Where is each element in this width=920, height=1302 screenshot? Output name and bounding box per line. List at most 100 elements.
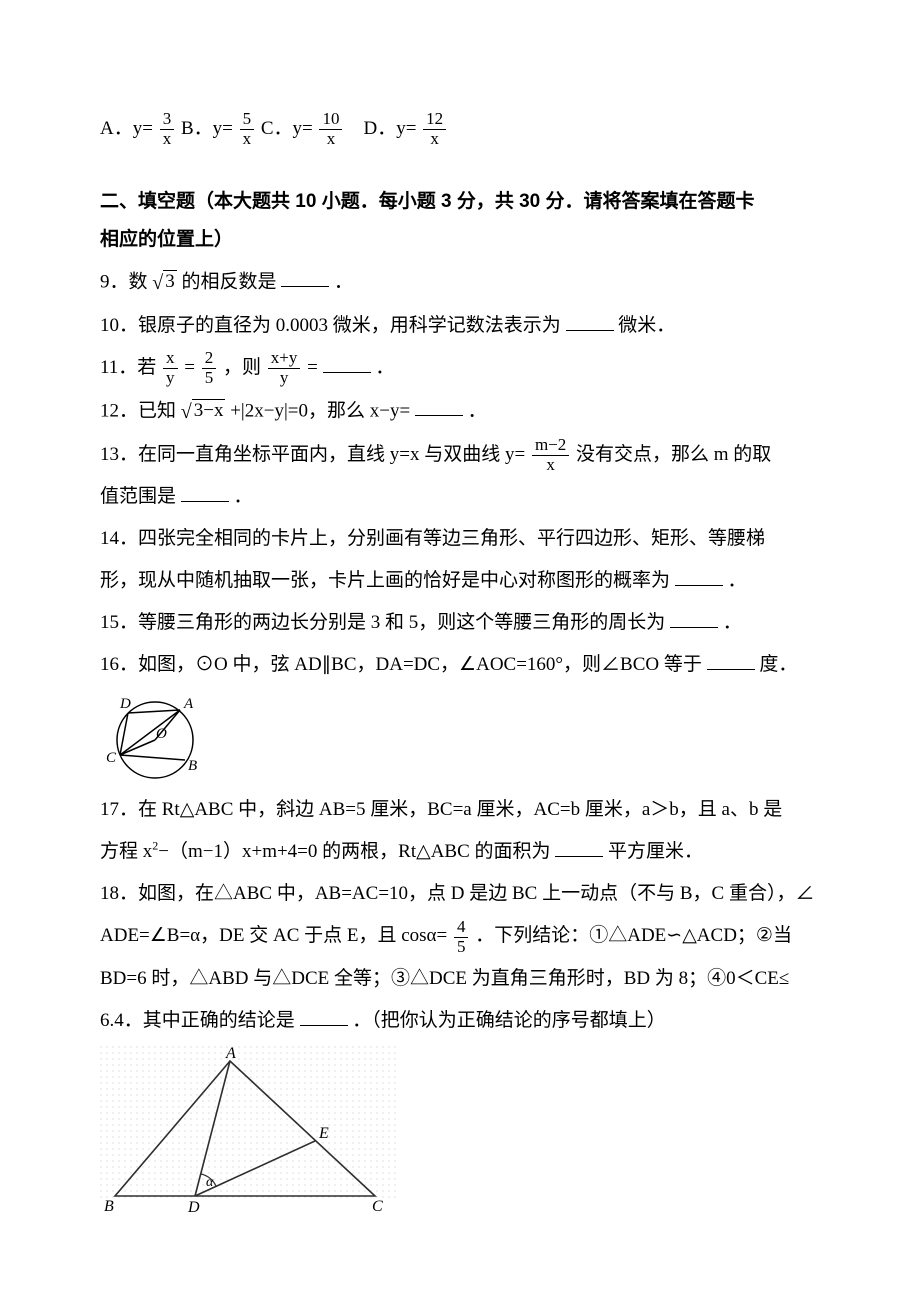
- q18-b: ADE=∠B=α，DE 交 AC 于点 E，且 cosα=: [100, 925, 447, 946]
- frac-num: 4: [454, 918, 469, 938]
- q11: 11．若 x y = 2 5 ，则 x+y y = ．: [100, 349, 820, 388]
- frac-den: x: [319, 130, 342, 149]
- sqrt-icon: √3−x: [181, 392, 226, 432]
- frac-den: x: [423, 130, 446, 149]
- label-c: C: [372, 1198, 383, 1215]
- q18-figure: A B C D E α: [100, 1046, 820, 1216]
- q18-frac: 4 5: [454, 918, 469, 956]
- q14-l1: 14．四张完全相同的卡片上，分别画有等边三角形、平行四边形、矩形、等腰梯: [100, 520, 820, 558]
- frac-den: y: [163, 369, 178, 388]
- q8-optB-prefix: B．y=: [181, 118, 233, 139]
- radical-symbol: √: [152, 263, 163, 303]
- q8-optA-prefix: A．y=: [100, 118, 153, 139]
- q17-a: 17．在 Rt△ABC 中，斜边 AB=5 厘米，BC=a 厘米，AC=b 厘米…: [100, 799, 782, 820]
- q16-b: 度．: [759, 654, 797, 675]
- frac-num: m−2: [532, 436, 569, 456]
- q10: 10．银原子的直径为 0.0003 微米，用科学记数法表示为 微米．: [100, 307, 820, 345]
- frac-num: 2: [202, 349, 217, 369]
- q11-frac2: 2 5: [202, 349, 217, 387]
- q11-eq: =: [184, 357, 195, 378]
- label-a: A: [225, 1046, 236, 1062]
- frac-num: 10: [319, 110, 342, 130]
- label-b: B: [188, 758, 197, 774]
- blank: [566, 312, 614, 331]
- label-d: D: [119, 696, 131, 712]
- q18-l1: 18．如图，在△ABC 中，AB=AC=10，点 D 是边 BC 上一动点（不与…: [100, 875, 820, 913]
- blank: [415, 397, 463, 416]
- q13-a: 13．在同一直角坐标平面内，直线 y=x 与双曲线 y=: [100, 444, 525, 465]
- q18-a: 18．如图，在△ABC 中，AB=AC=10，点 D 是边 BC 上一动点（不与…: [100, 883, 814, 904]
- q11-frac3: x+y y: [268, 349, 301, 387]
- frac-den: 5: [202, 369, 217, 388]
- blank: [670, 609, 718, 628]
- q13-d: ．: [234, 486, 253, 507]
- label-o: O: [156, 726, 167, 742]
- chord-cb: [120, 755, 185, 760]
- q18-l4: 6.4．其中正确的结论是 ．（把你认为正确结论的序号都填上）: [100, 1002, 820, 1040]
- q13-frac: m−2 x: [532, 436, 569, 474]
- frac-den: x: [160, 130, 175, 149]
- q18-d: BD=6 时，△ABD 与△DCE 全等；③△DCE 为直角三角形时，BD 为 …: [100, 968, 789, 989]
- q11-end: ．: [375, 357, 394, 378]
- frac-den: x: [240, 130, 255, 149]
- q11-frac1: x y: [163, 349, 178, 387]
- section2-title-l1: 二、填空题（本大题共 10 小题．每小题 3 分，共 30 分．请将答案填在答题…: [100, 183, 820, 221]
- sqrt-icon: √3: [152, 263, 176, 303]
- q13-b: 没有交点，那么 m 的取: [576, 444, 771, 465]
- q8-optD-frac: 12 x: [423, 110, 446, 148]
- q18-c: ．下列结论：①△ADE∽△ACD；②当: [475, 925, 792, 946]
- blank: [181, 483, 229, 502]
- q10-b: 微米．: [618, 315, 675, 336]
- q17-c: −（m−1）x+m+4=0 的两根，Rt△ABC 的面积为: [158, 841, 550, 862]
- frac-num: x+y: [268, 349, 301, 369]
- label-b: B: [104, 1198, 114, 1215]
- frac-den: 5: [454, 938, 469, 957]
- q15-a: 15．等腰三角形的两边长分别是 3 和 5，则这个等腰三角形的周长为: [100, 612, 665, 633]
- blank: [323, 354, 371, 373]
- q8-optD-prefix: D．y=: [363, 118, 416, 139]
- q18-e: 6.4．其中正确的结论是: [100, 1010, 295, 1031]
- frac-num: 3: [160, 110, 175, 130]
- section2-title: 二、填空题（本大题共 10 小题．每小题 3 分，共 30 分．请将答案填在答题…: [100, 183, 820, 259]
- q17-b: 方程 x: [100, 841, 152, 862]
- q18-l2: ADE=∠B=α，DE 交 AC 于点 E，且 cosα= 4 5 ．下列结论：…: [100, 917, 820, 956]
- blank: [707, 651, 755, 670]
- q15-b: ．: [723, 612, 742, 633]
- frac-num: 12: [423, 110, 446, 130]
- q13-c: 值范围是: [100, 486, 176, 507]
- q9-a: 9．数: [100, 271, 148, 292]
- q8-optC-frac: 10 x: [319, 110, 342, 148]
- frac-num: x: [163, 349, 178, 369]
- frac-num: 5: [240, 110, 255, 130]
- q12-plus: +|2x−y|=0，那么 x−y=: [230, 400, 410, 421]
- label-a: A: [183, 696, 194, 712]
- radicand: 3: [163, 270, 177, 294]
- q13-l1: 13．在同一直角坐标平面内，直线 y=x 与双曲线 y= m−2 x 没有交点，…: [100, 436, 820, 475]
- section2-title-l2: 相应的位置上）: [100, 221, 820, 259]
- q16: 16．如图，⊙O 中，弦 AD∥BC，DA=DC，∠AOC=160°，则∠BCO…: [100, 646, 820, 684]
- blank: [300, 1007, 348, 1026]
- q12-c: ．: [468, 400, 487, 421]
- q13-l2: 值范围是 ．: [100, 478, 820, 516]
- q14-l2: 形，现从中随机抽取一张，卡片上画的恰好是中心对称图形的概率为 ．: [100, 562, 820, 600]
- label-e: E: [318, 1125, 329, 1142]
- q16-figure: D A O C B: [100, 690, 820, 785]
- radical-symbol: √: [181, 392, 192, 432]
- q11-comma: ，则: [223, 357, 261, 378]
- q11-eq2: =: [307, 357, 318, 378]
- label-d: D: [187, 1199, 200, 1216]
- q9-c: ．: [334, 271, 353, 292]
- q14-c: ．: [728, 570, 747, 591]
- q17-d: 平方厘米．: [608, 841, 703, 862]
- q18-f: ．（把你认为正确结论的序号都填上）: [352, 1010, 666, 1031]
- frac-den: x: [532, 456, 569, 475]
- q15: 15．等腰三角形的两边长分别是 3 和 5，则这个等腰三角形的周长为 ．: [100, 604, 820, 642]
- q8-options: A．y= 3 x B．y= 5 x C．y= 10 x D．y= 12 x: [100, 110, 820, 149]
- q12: 12．已知 √3−x +|2x−y|=0，那么 x−y= ．: [100, 392, 820, 432]
- q17-l2: 方程 x2−（m−1）x+m+4=0 的两根，Rt△ABC 的面积为 平方厘米．: [100, 833, 820, 871]
- q8-optC-prefix: C．y=: [261, 118, 313, 139]
- q9-b: 的相反数是: [182, 271, 277, 292]
- q8-optB-frac: 5 x: [240, 110, 255, 148]
- q9: 9．数 √3 的相反数是 ．: [100, 263, 820, 303]
- q16-a: 16．如图，⊙O 中，弦 AD∥BC，DA=DC，∠AOC=160°，则∠BCO…: [100, 654, 702, 675]
